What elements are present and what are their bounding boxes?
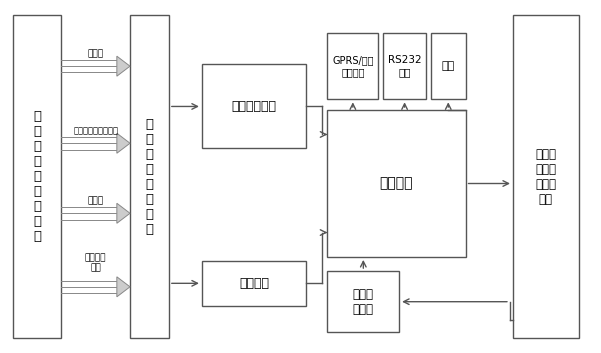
Bar <box>328 271 399 332</box>
Text: 相电压: 相电压 <box>88 197 103 205</box>
Bar <box>202 261 307 306</box>
Text: RS232
接口: RS232 接口 <box>388 55 421 77</box>
Text: 网口: 网口 <box>442 61 455 71</box>
Text: 航
插
式
信
号
输
入
端
口: 航 插 式 信 号 输 入 端 口 <box>33 110 41 243</box>
Polygon shape <box>117 203 130 223</box>
Bar <box>202 65 307 149</box>
Bar <box>328 110 466 257</box>
Text: 外部中断: 外部中断 <box>239 277 269 290</box>
Text: 开入开出
信号: 开入开出 信号 <box>85 253 106 273</box>
Bar <box>130 16 169 337</box>
Text: 电源处
理单元: 电源处 理单元 <box>353 288 374 316</box>
Bar <box>328 33 378 100</box>
Text: 装置电
源和控
制输入
接口: 装置电 源和控 制输入 接口 <box>535 148 557 205</box>
Bar <box>383 33 426 100</box>
Bar <box>13 16 61 337</box>
Polygon shape <box>117 133 130 153</box>
Polygon shape <box>117 277 130 297</box>
Text: 前置微处理器: 前置微处理器 <box>231 100 276 113</box>
Bar <box>513 16 579 337</box>
Bar <box>431 33 466 100</box>
Polygon shape <box>117 56 130 76</box>
Text: 相电流: 相电流 <box>88 49 103 59</box>
Text: 输
入
信
号
处
理
单
元: 输 入 信 号 处 理 单 元 <box>145 118 153 235</box>
Text: 零序电压、零序电流: 零序电压、零序电流 <box>73 126 118 136</box>
Text: GPRS/北斗
通信模块: GPRS/北斗 通信模块 <box>332 55 374 77</box>
Text: 微处理器: 微处理器 <box>380 176 413 191</box>
